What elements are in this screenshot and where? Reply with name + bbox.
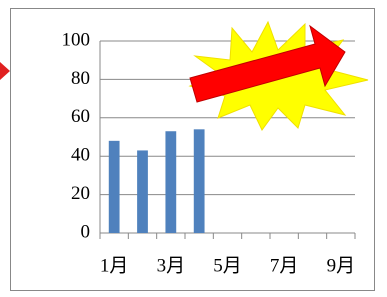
chart: 0 20 40 60 80 100 1月 3月 5月 7月 9月 xyxy=(0,0,387,297)
x-tick-label: 1月 xyxy=(100,255,129,276)
y-tick-label: 20 xyxy=(71,183,90,204)
y-tick-label: 100 xyxy=(62,29,91,50)
x-tick-label: 9月 xyxy=(327,255,356,276)
y-tick-label: 60 xyxy=(71,106,90,127)
x-tick-label: 3月 xyxy=(157,255,186,276)
bar xyxy=(165,131,176,233)
y-tick-label: 80 xyxy=(71,68,90,89)
bar xyxy=(194,129,205,233)
x-tick-label: 7月 xyxy=(270,255,299,276)
bar xyxy=(137,150,148,233)
y-tick-label: 40 xyxy=(71,145,90,166)
y-tick-label: 0 xyxy=(81,221,91,242)
x-tick-label: 5月 xyxy=(213,255,242,276)
bar xyxy=(109,141,120,233)
side-arrow xyxy=(0,62,10,80)
